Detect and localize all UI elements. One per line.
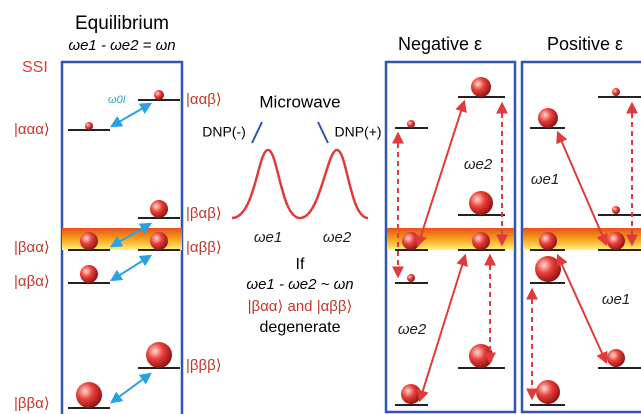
peak-label: ωe1	[254, 229, 282, 246]
condition: ωe1 - ωe2 = ωn	[68, 37, 175, 54]
dnp-label: DNP(-)	[202, 124, 246, 140]
population	[150, 232, 168, 250]
arrow-label: ω0I	[108, 94, 126, 106]
ket: |αβα⟩	[14, 273, 50, 290]
microwave-arrow	[418, 102, 464, 245]
population	[536, 380, 560, 404]
population	[85, 122, 93, 130]
microwave-arrow	[558, 133, 606, 244]
population	[472, 232, 490, 250]
transition-arrow	[112, 104, 150, 126]
population	[612, 88, 620, 96]
population	[407, 120, 415, 128]
transition-arrow	[112, 374, 150, 402]
transition-label: ωe2	[398, 321, 427, 338]
transition-label: ωe1	[531, 171, 559, 188]
transition-label: ωe2	[464, 156, 493, 173]
population	[469, 191, 493, 215]
panel-title: Positive ε	[547, 34, 623, 54]
microwave-title: Microwave	[259, 92, 340, 111]
condition-text: degenerate	[260, 319, 341, 336]
population	[402, 232, 420, 250]
condition-text: |βαα⟩ and |αββ⟩	[248, 298, 353, 315]
panel-title: Negative ε	[398, 34, 482, 54]
pointer	[252, 122, 262, 143]
population	[76, 382, 102, 408]
population	[607, 232, 625, 250]
ket: |βαβ⟩	[186, 205, 222, 222]
population	[80, 265, 98, 283]
microwave-arrow	[558, 256, 606, 362]
population	[407, 274, 415, 282]
title: Equilibrium	[75, 13, 169, 34]
dnp-label: DNP(+)	[334, 124, 381, 140]
condition-text: ωe1 - ωe2 ~ ωn	[246, 276, 353, 293]
population	[401, 384, 421, 404]
ket: |αββ⟩	[186, 239, 222, 256]
population	[471, 77, 491, 97]
ket: |ααβ⟩	[186, 91, 222, 108]
ket: |βαα⟩	[14, 239, 50, 256]
ket: |ααα⟩	[14, 121, 50, 138]
ket: |ββα⟩	[14, 395, 50, 412]
condition-text: If	[296, 256, 305, 273]
microwave-arrow	[420, 256, 465, 400]
population	[607, 349, 625, 367]
population	[535, 256, 561, 282]
population	[538, 108, 558, 128]
pointer	[318, 122, 328, 143]
peak-label: ωe2	[323, 229, 352, 246]
population	[150, 200, 168, 218]
diagram: Equilibrium ωe1 - ωe2 = ωn SSI ω0I |ααα⟩…	[0, 0, 641, 414]
ket: |βββ⟩	[186, 357, 222, 374]
population	[146, 342, 172, 368]
spectrum	[232, 150, 368, 218]
transition-label: ωe1	[602, 291, 630, 308]
transition-arrow	[112, 256, 150, 280]
population	[539, 232, 557, 250]
population	[612, 206, 620, 214]
ssi-label: SSI	[22, 59, 48, 76]
population	[80, 232, 98, 250]
population	[154, 90, 164, 100]
